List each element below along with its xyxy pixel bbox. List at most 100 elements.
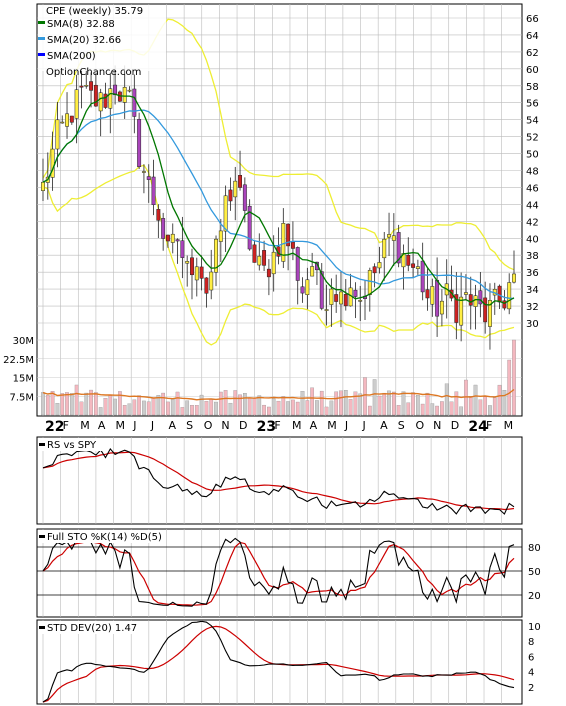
candle-body: [266, 268, 271, 278]
candle-body: [488, 300, 492, 327]
volume-bar: [425, 392, 430, 416]
volume-bar: [122, 405, 127, 416]
sto-title: Full STO %K(14) %D(5): [47, 532, 162, 543]
sto-k-line: [42, 537, 515, 607]
candle-body: [502, 300, 507, 309]
month-label: N: [433, 419, 441, 432]
candle-body: [238, 175, 243, 188]
month-label: J: [150, 419, 154, 432]
price-tick-label: 32: [526, 302, 539, 313]
candle-body: [60, 121, 65, 124]
sto-tick-label: 20: [528, 591, 541, 602]
candle-body: [406, 254, 411, 266]
volume-bar: [98, 407, 103, 416]
price-tick-label: 52: [526, 133, 539, 144]
volume-bar: [454, 391, 459, 416]
volume-bar: [334, 391, 339, 416]
month-label: D: [451, 419, 459, 432]
candle-body: [343, 294, 348, 307]
volume-bar: [305, 400, 310, 416]
volume-bar: [209, 399, 214, 416]
volume-bar: [286, 401, 290, 416]
volume-bar: [281, 396, 286, 416]
volume-bar: [483, 396, 488, 416]
candle-body: [218, 230, 223, 242]
volume-bar: [132, 399, 137, 416]
volume-bar: [223, 390, 228, 416]
candle-body: [166, 234, 170, 242]
volume-bar: [146, 401, 151, 416]
volume-bar: [473, 384, 478, 416]
candle-body: [108, 88, 113, 109]
volume-bar: [228, 402, 233, 416]
price-tick-label: 30: [526, 319, 539, 330]
candle-body: [463, 292, 468, 295]
price-tick-label: 46: [526, 183, 539, 194]
volume-bar: [79, 401, 84, 416]
volume-bar: [430, 403, 435, 416]
volume-bar: [387, 390, 391, 416]
volume-bar: [161, 392, 166, 416]
volume-bar: [156, 395, 161, 416]
volume-bar: [488, 405, 492, 416]
rs-panel: [36, 436, 523, 525]
sto-tick-label: 80: [528, 543, 541, 554]
month-label: A: [380, 419, 388, 432]
volume-tick-label: 30M: [13, 336, 34, 347]
volume-bar: [55, 403, 60, 416]
volume-bar: [363, 377, 367, 416]
legend-sma20: SMA(20) 32.66: [47, 35, 121, 46]
volume-bar: [84, 392, 89, 416]
candle-body: [103, 93, 108, 108]
volume-bar: [45, 395, 50, 416]
candle-body: [141, 171, 146, 173]
candle-body: [161, 218, 166, 239]
candle-body: [478, 290, 483, 305]
volume-bar: [396, 405, 401, 416]
volume-bar: [185, 400, 190, 416]
candle-body: [214, 238, 218, 273]
month-label: A: [98, 419, 106, 432]
volume-bar: [492, 397, 497, 416]
volume-bar: [60, 393, 65, 416]
candle-body: [339, 291, 343, 305]
volume-bar: [175, 391, 180, 416]
volume-bar: [339, 390, 343, 416]
month-label: F: [63, 419, 69, 432]
price-tick-label: 60: [526, 65, 539, 76]
volume-bar: [108, 395, 113, 416]
candle-body: [180, 240, 185, 258]
month-label: F: [274, 419, 280, 432]
volume-bar: [204, 401, 209, 416]
candle-body: [396, 232, 401, 264]
year-label: 22: [45, 419, 64, 435]
volume-bar: [291, 399, 295, 416]
volume-bar: [478, 399, 483, 416]
candle-body: [122, 87, 127, 103]
volume-bar: [449, 401, 454, 416]
volume-bar: [497, 384, 502, 416]
candle-body: [358, 300, 363, 302]
candle-body: [305, 279, 310, 295]
std-swatch: [39, 626, 45, 629]
candle-body: [449, 289, 454, 299]
volume-bar: [170, 398, 175, 416]
month-label: S: [186, 419, 193, 432]
candle-body: [271, 251, 276, 275]
legend-sma200: SMA(200): [47, 51, 96, 62]
volume-bar: [507, 359, 512, 416]
volume-bar: [343, 390, 348, 416]
std-tick-label: 8: [528, 637, 534, 648]
candle-body: [69, 115, 74, 123]
candle-body: [89, 81, 94, 91]
volume-bar: [69, 393, 74, 416]
std-tick-label: 6: [528, 652, 534, 663]
candle-body: [425, 289, 430, 299]
month-label: J: [344, 419, 348, 432]
bollinger-lower-line: [42, 164, 515, 346]
volume-bar: [214, 401, 218, 416]
candle-body: [454, 294, 459, 323]
rs-title: RS vs SPY: [47, 440, 97, 451]
std-tick-label: 10: [528, 622, 541, 633]
